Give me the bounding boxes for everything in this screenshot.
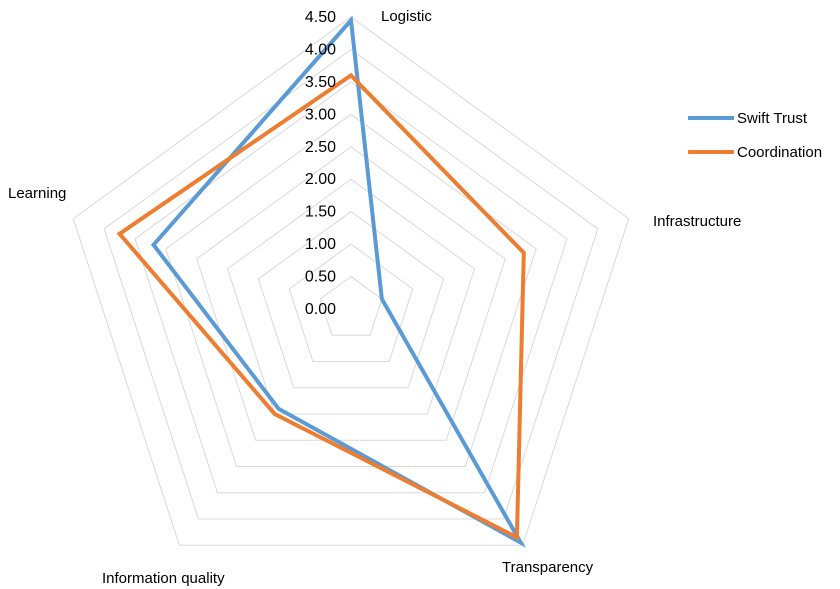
radar-grid: [72, 16, 630, 546]
tick-label: 0.00: [305, 301, 336, 318]
series-coordination: [116, 72, 526, 541]
legend: Swift Trust Coordination: [688, 110, 822, 161]
grid-ring-1: [319, 275, 383, 336]
category-label-information-quality: Information quality: [102, 570, 225, 587]
category-label-learning: Learning: [8, 185, 66, 202]
grid-ring-9: [72, 16, 630, 546]
category-labels: Logistic Infrastructure Transparency Inform…: [8, 8, 741, 587]
tick-label: 4.00: [305, 41, 336, 58]
tick-label: 2.00: [305, 171, 336, 188]
category-label-logistic: Logistic: [381, 8, 432, 25]
tick-label: 2.50: [305, 139, 336, 156]
grid-ring-2: [288, 243, 414, 362]
tick-label: 0.50: [305, 269, 336, 286]
tick-label: 4.50: [305, 9, 336, 26]
legend-label-coordination: Coordination: [737, 144, 822, 161]
legend-item-swift-trust: Swift Trust: [688, 110, 808, 127]
category-label-infrastructure: Infrastructure: [653, 213, 741, 230]
legend-item-coordination: Coordination: [688, 144, 822, 161]
grid-ring-7: [134, 81, 568, 494]
radial-tick-labels: 0.00 0.50 1.00 1.50 2.00 2.50 3.00 3.50 4.00 4.50: [305, 9, 336, 318]
tick-label: 1.50: [305, 204, 336, 221]
grid-ring-8: [103, 48, 599, 520]
grid-ring-5: [196, 146, 506, 441]
tick-label: 1.00: [305, 236, 336, 253]
category-label-transparency: Transparency: [502, 559, 594, 576]
tick-label: 3.50: [305, 74, 336, 91]
tick-label: 3.00: [305, 106, 336, 123]
grid-ring-6: [165, 113, 537, 467]
legend-label-swift-trust: Swift Trust: [737, 110, 808, 127]
series-layer: [116, 15, 526, 548]
grid-ring-4: [226, 178, 476, 415]
grid-ring-3: [257, 211, 445, 389]
